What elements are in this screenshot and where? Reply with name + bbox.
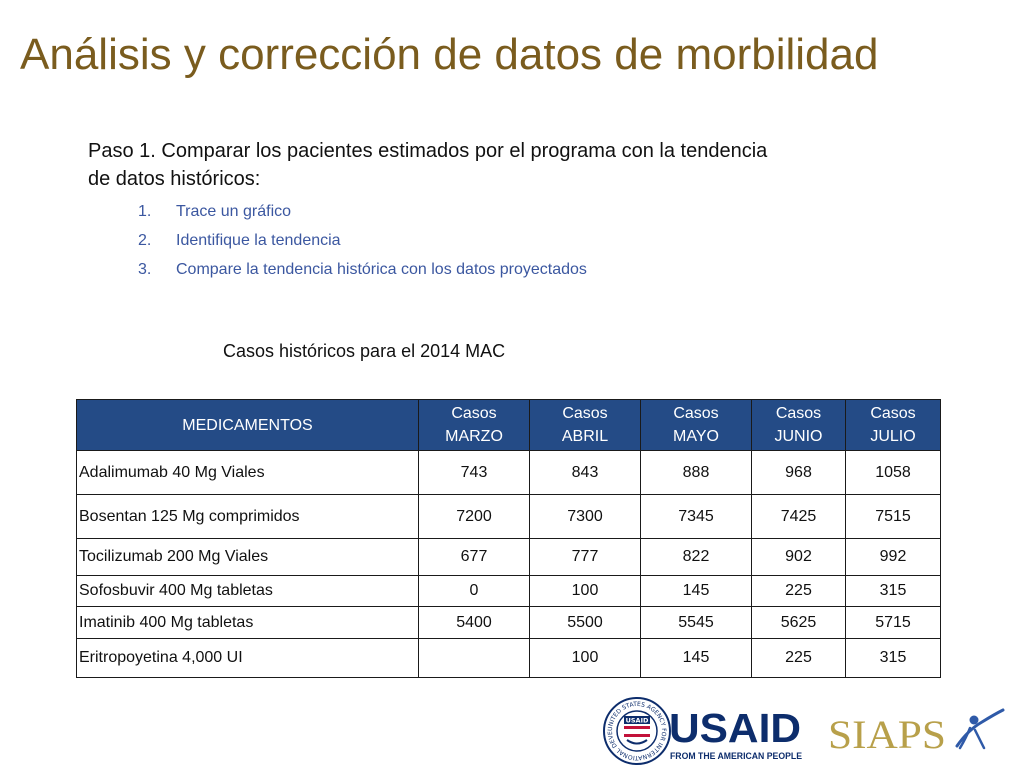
figure-swoosh-icon (955, 708, 1005, 750)
value-cell: 677 (418, 538, 530, 576)
drug-cell: Adalimumab 40 Mg Viales (76, 450, 419, 495)
value-cell: 968 (751, 450, 846, 495)
step-item: 2. Identifique la tendencia (138, 229, 587, 258)
value-cell: 777 (529, 538, 641, 576)
value-cell: 843 (529, 450, 641, 495)
value-cell (418, 638, 530, 678)
usaid-wordmark: USAID (669, 705, 801, 751)
value-cell: 145 (640, 638, 752, 678)
value-cell: 5715 (845, 606, 941, 639)
step-number: 3. (138, 261, 152, 278)
header-marzo: Casos MARZO (418, 399, 530, 451)
value-cell: 5625 (751, 606, 846, 639)
table-row: Tocilizumab 200 Mg Viales 677 777 822 90… (76, 538, 941, 576)
value-cell: 7345 (640, 494, 752, 539)
table-row: Sofosbuvir 400 Mg tabletas 0 100 145 225… (76, 575, 941, 607)
step-text: Trace un gráfico (176, 203, 292, 220)
value-cell: 7515 (845, 494, 941, 539)
header-mayo: Casos MAYO (640, 399, 752, 451)
value-cell: 0 (418, 575, 530, 607)
value-cell: 992 (845, 538, 941, 576)
value-cell: 315 (845, 638, 941, 678)
drug-cell: Tocilizumab 200 Mg Viales (76, 538, 419, 576)
header-julio: Casos JULIO (845, 399, 941, 451)
usaid-seal-icon: UNITED STATES AGENCY FOR INTERNATIONAL D… (0, 690, 671, 765)
table-caption: Casos históricos para el 2014 MAC (223, 341, 506, 361)
value-cell: 7425 (751, 494, 846, 539)
header-junio: Casos JUNIO (751, 399, 846, 451)
step-number: 2. (138, 232, 152, 249)
value-cell: 888 (640, 450, 752, 495)
header-abril: Casos ABRIL (529, 399, 641, 451)
table-row: Bosentan 125 Mg comprimidos 7200 7300 73… (76, 494, 941, 539)
value-cell: 743 (418, 450, 530, 495)
seal-ring-text: UNITED STATES AGENCY FOR INTERNATIONAL D… (0, 690, 667, 761)
table-row: Imatinib 400 Mg tabletas 5400 5500 5545 … (76, 606, 941, 639)
step-item: 3. Compare la tendencia histórica con los… (138, 258, 587, 287)
step-number: 1. (138, 203, 152, 220)
table-header-row: MEDICAMENTOS Casos MARZO Casos ABRIL Casos… (76, 399, 941, 451)
siaps-wordmark: SIAPS (828, 712, 946, 757)
seal-label: USAID (626, 717, 649, 725)
drug-cell: Bosentan 125 Mg comprimidos (76, 494, 419, 539)
steps-list: 1. Trace un gráfico 2. Identifique la tend… (138, 200, 587, 287)
step-text: Identifique la tendencia (176, 232, 341, 249)
table-row: Eritropoyetina 4,000 UI 100 145 225 315 (76, 638, 941, 678)
value-cell: 100 (529, 575, 641, 607)
header-medicamentos: MEDICAMENTOS (76, 399, 419, 451)
drug-cell: Imatinib 400 Mg tabletas (76, 606, 419, 639)
table-row: Adalimumab 40 Mg Viales 743 843 888 968 … (76, 450, 941, 495)
value-cell: 7300 (529, 494, 641, 539)
value-cell: 902 (751, 538, 846, 576)
step-text: Compare la tendencia histórica con los d… (176, 261, 587, 278)
drug-cell: Sofosbuvir 400 Mg tabletas (76, 575, 419, 607)
value-cell: 5500 (529, 606, 641, 639)
value-cell: 5400 (418, 606, 530, 639)
svg-text:UNITED STATES AGENCY FOR INTER: UNITED STATES AGENCY FOR INTERNATIONAL D… (0, 690, 667, 761)
historical-cases-table: MEDICAMENTOS Casos MARZO Casos ABRIL Casos… (76, 399, 941, 678)
value-cell: 145 (640, 575, 752, 607)
value-cell: 225 (751, 575, 846, 607)
slide-title: Análisis y corrección de datos de morbil… (20, 30, 879, 79)
usaid-logo: USAID FROM THE AMERICAN PEOPLE (669, 705, 802, 762)
drug-cell: Eritropoyetina 4,000 UI (76, 638, 419, 678)
step-item: 1. Trace un gráfico (138, 200, 587, 229)
value-cell: 100 (529, 638, 641, 678)
value-cell: 315 (845, 575, 941, 607)
value-cell: 5545 (640, 606, 752, 639)
value-cell: 225 (751, 638, 846, 678)
intro-text: Paso 1. Comparar los pacientes estimados… (88, 140, 768, 190)
usaid-tagline: FROM THE AMERICAN PEOPLE (670, 751, 802, 762)
value-cell: 822 (640, 538, 752, 576)
footer-logos: UNITED STATES AGENCY FOR INTERNATIONAL D… (0, 690, 1005, 765)
value-cell: 7200 (418, 494, 530, 539)
value-cell: 1058 (845, 450, 941, 495)
siaps-logo: SIAPS (828, 708, 1005, 757)
